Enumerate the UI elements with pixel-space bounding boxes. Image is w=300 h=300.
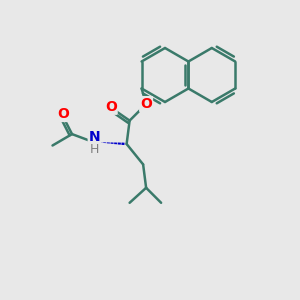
Text: O: O xyxy=(105,100,117,114)
Text: H: H xyxy=(90,142,99,156)
Text: O: O xyxy=(140,97,152,111)
Text: O: O xyxy=(57,107,69,121)
Text: N: N xyxy=(89,130,100,144)
